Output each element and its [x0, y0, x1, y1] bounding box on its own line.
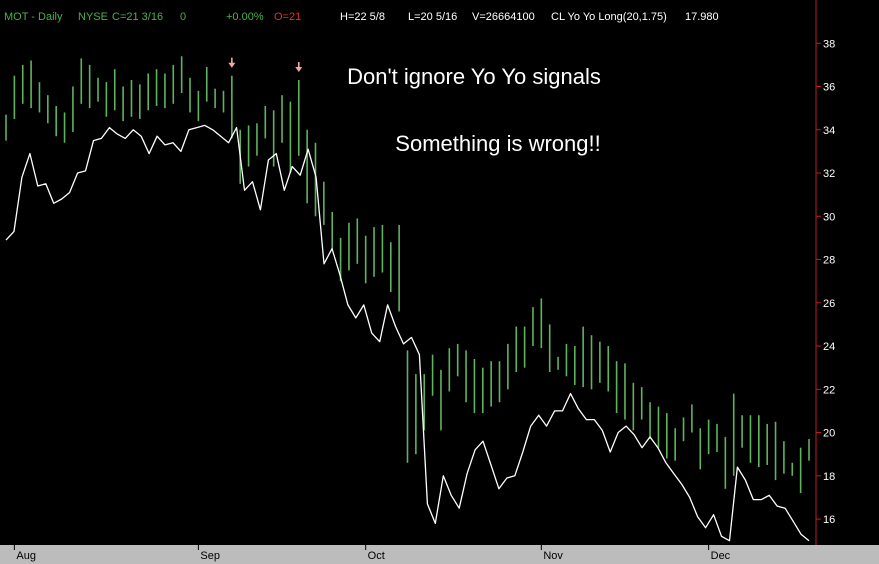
price-tick-label: 26: [823, 298, 835, 310]
change-label: 0: [180, 11, 186, 23]
price-tick-label: 20: [823, 428, 835, 440]
date-tick-label: Oct: [368, 550, 385, 562]
price-tick-label: 34: [823, 125, 835, 137]
price-tick-label: 24: [823, 341, 835, 353]
sell-signal-arrow-icon: [295, 67, 303, 73]
exchange-label: NYSE: [78, 11, 108, 23]
close-label: C=21 3/16: [112, 11, 163, 23]
price-tick-label: 28: [823, 255, 835, 267]
volume-label: V=26664100: [472, 11, 535, 23]
price-tick-label: 36: [823, 82, 835, 94]
date-tick-label: Nov: [543, 550, 563, 562]
date-axis: Aug Sep Oct Nov Dec: [13, 545, 731, 562]
annotation-line-1: Don't ignore Yo Yo signals: [347, 64, 601, 89]
price-tick-label: 16: [823, 514, 835, 526]
sell-signal-arrow-icon: [228, 62, 236, 68]
sell-signal-markers: [228, 57, 303, 73]
price-tick-label: 18: [823, 471, 835, 483]
price-tick-label: 38: [823, 38, 835, 50]
date-axis-bar: [0, 545, 879, 564]
pct-change-label: +0.00%: [226, 11, 264, 23]
indicator-label: CL Yo Yo Long(20,1.75): [551, 11, 667, 23]
price-tick-label: 30: [823, 211, 835, 223]
price-bars: [5, 56, 810, 494]
low-label: L=20 5/16: [408, 11, 457, 23]
price-axis: 16 18 20 22 24 26 28 30 32 34 36 38: [816, 38, 835, 526]
indicator-value: 17.980: [685, 11, 719, 23]
date-tick-label: Aug: [16, 550, 36, 562]
open-label: O=21: [274, 11, 301, 23]
symbol-label: MOT - Daily: [4, 11, 63, 23]
price-tick-label: 22: [823, 384, 835, 396]
yo-yo-indicator-line: [5, 124, 810, 542]
annotation-line-2: Something is wrong!!: [395, 131, 600, 156]
high-label: H=22 5/8: [340, 11, 385, 23]
price-tick-label: 32: [823, 168, 835, 180]
date-tick-label: Sep: [200, 550, 220, 562]
date-tick-label: Dec: [711, 550, 731, 562]
